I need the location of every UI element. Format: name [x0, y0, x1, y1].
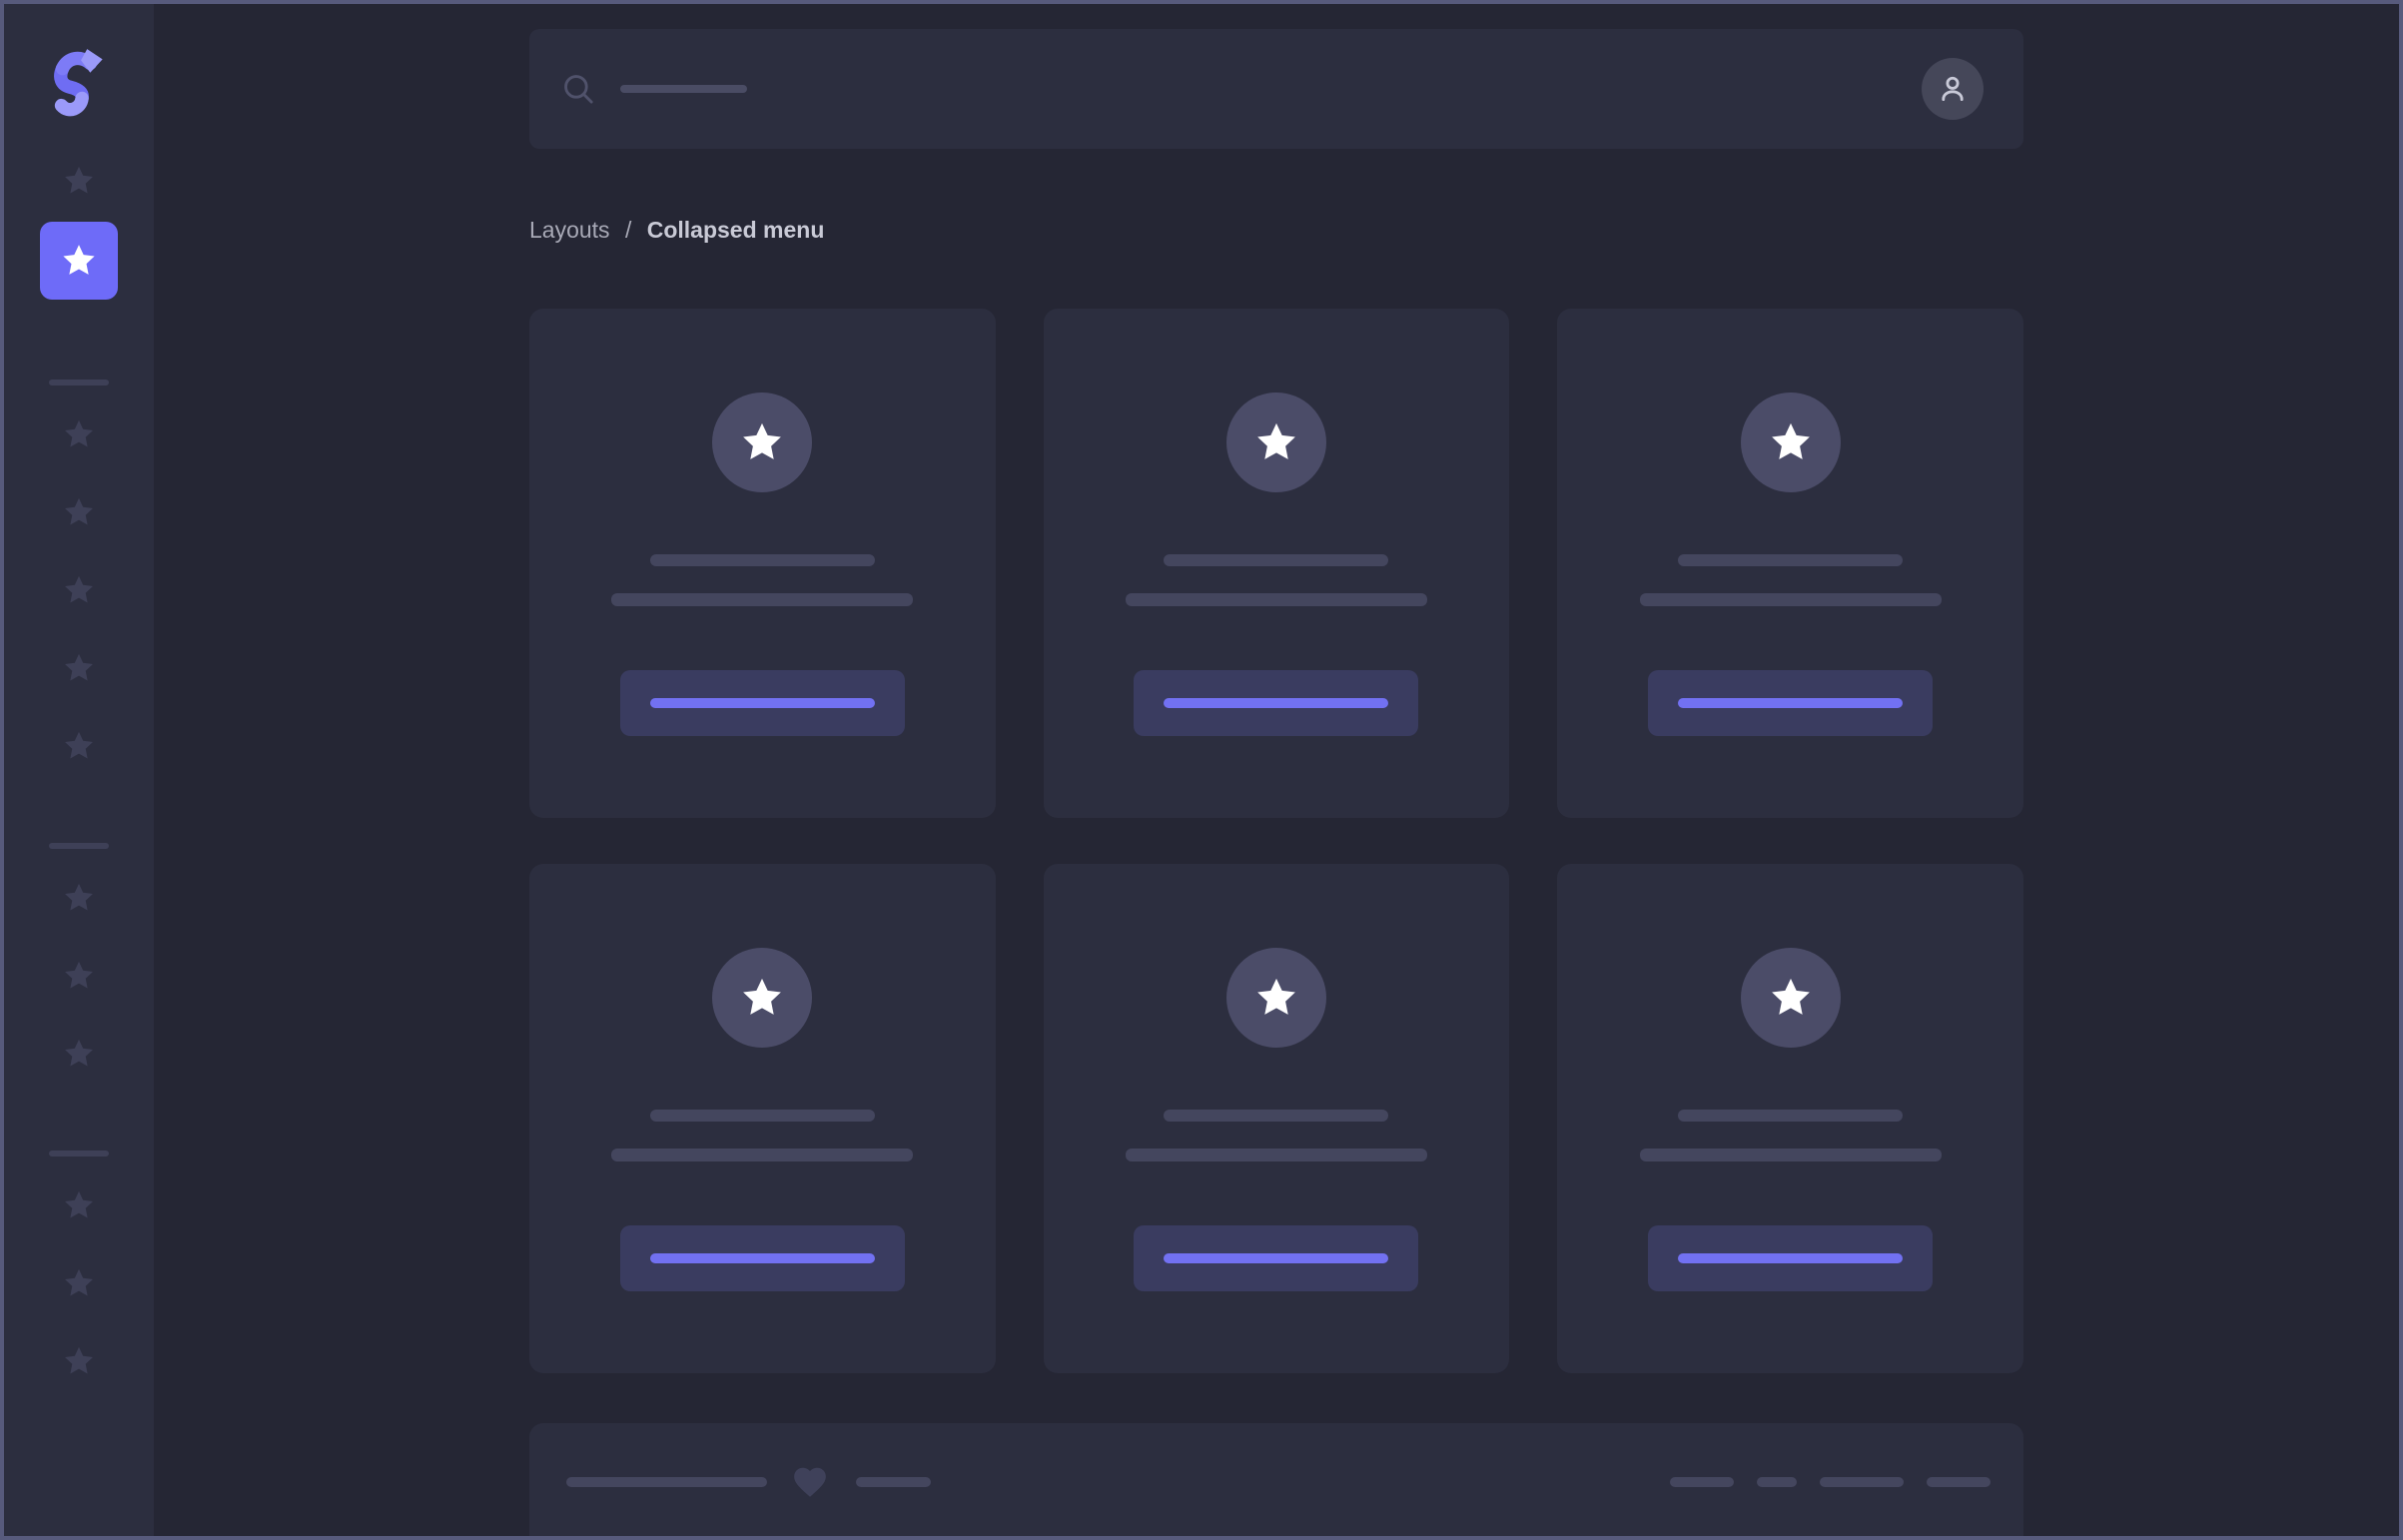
star-icon	[62, 881, 96, 915]
star-icon	[1253, 975, 1299, 1021]
card-subtitle-bar	[611, 1149, 914, 1161]
star-icon	[62, 495, 96, 529]
star-icon	[1253, 419, 1299, 465]
card-avatar-circle	[1225, 948, 1326, 1048]
user-avatar-button[interactable]	[1922, 58, 1984, 120]
card-avatar-circle	[1740, 392, 1841, 492]
content-card	[1043, 309, 1510, 818]
card-subtitle-bar	[1639, 593, 1942, 606]
sidebar	[4, 4, 154, 1536]
star-icon	[62, 959, 96, 993]
content-card	[529, 864, 996, 1373]
card-grid	[529, 309, 2023, 1373]
content-card	[1557, 309, 2023, 818]
heart-icon	[791, 1463, 829, 1501]
sidebar-item-star[interactable]	[62, 881, 96, 915]
card-subtitle-bar	[1125, 1149, 1427, 1161]
footer-link-bar[interactable]	[1757, 1477, 1797, 1487]
footer-left-group	[566, 1463, 931, 1501]
footer-text-bar	[856, 1477, 931, 1487]
sidebar-item-star[interactable]	[62, 1266, 96, 1300]
main-content: Layouts / Collapsed menu	[154, 4, 2399, 1536]
button-label-bar	[1164, 698, 1389, 708]
content-card	[1557, 864, 2023, 1373]
sidebar-item-star[interactable]	[62, 1188, 96, 1222]
card-avatar-circle	[1225, 392, 1326, 492]
sidebar-item-star[interactable]	[62, 1037, 96, 1071]
search-icon	[561, 72, 595, 106]
button-label-bar	[649, 698, 875, 708]
content-card	[1043, 864, 1510, 1373]
card-avatar-circle	[712, 948, 813, 1048]
star-icon	[62, 1266, 96, 1300]
button-label-bar	[1678, 1253, 1904, 1263]
card-action-button[interactable]	[1648, 1225, 1934, 1291]
star-icon	[62, 164, 96, 198]
star-icon	[62, 573, 96, 607]
star-icon	[60, 242, 98, 280]
button-label-bar	[1678, 698, 1904, 708]
sidebar-item-star[interactable]	[62, 651, 96, 685]
card-title-bar	[1164, 554, 1389, 566]
sidebar-item-star[interactable]	[62, 164, 96, 198]
star-icon	[62, 1037, 96, 1071]
search-placeholder-bar	[620, 85, 747, 93]
button-label-bar	[1164, 1253, 1389, 1263]
sidebar-item-star[interactable]	[62, 495, 96, 529]
star-icon	[62, 729, 96, 763]
card-subtitle-bar	[1639, 1149, 1942, 1161]
footer-link-bar[interactable]	[1670, 1477, 1734, 1487]
button-label-bar	[649, 1253, 875, 1263]
card-action-button[interactable]	[1134, 670, 1419, 736]
breadcrumb-separator: /	[624, 217, 632, 243]
card-action-button[interactable]	[619, 1225, 905, 1291]
card-avatar-circle	[712, 392, 813, 492]
user-icon	[1936, 72, 1970, 106]
content-card	[529, 309, 996, 818]
sidebar-section-divider	[49, 843, 109, 849]
star-icon	[1768, 419, 1814, 465]
card-action-button[interactable]	[619, 670, 905, 736]
card-subtitle-bar	[1125, 593, 1427, 606]
card-title-bar	[649, 554, 875, 566]
sidebar-item-star-active[interactable]	[40, 222, 118, 300]
sidebar-item-star[interactable]	[62, 959, 96, 993]
sidebar-section-divider	[49, 380, 109, 385]
star-icon	[62, 417, 96, 451]
star-icon	[739, 419, 785, 465]
star-icon	[739, 975, 785, 1021]
sidebar-nav	[4, 120, 154, 1378]
sidebar-item-star[interactable]	[62, 417, 96, 451]
card-title-bar	[649, 1110, 875, 1122]
sidebar-item-star[interactable]	[62, 573, 96, 607]
card-title-bar	[1678, 554, 1904, 566]
card-action-button[interactable]	[1648, 670, 1934, 736]
card-title-bar	[1164, 1110, 1389, 1122]
sidebar-item-star[interactable]	[62, 729, 96, 763]
star-icon	[62, 1188, 96, 1222]
breadcrumb: Layouts / Collapsed menu	[529, 215, 2023, 245]
sidebar-item-star[interactable]	[62, 1344, 96, 1378]
star-icon	[62, 1344, 96, 1378]
breadcrumb-link-layouts[interactable]: Layouts	[529, 217, 610, 243]
app-logo[interactable]	[53, 46, 105, 120]
star-icon	[62, 651, 96, 685]
footer-link-bar[interactable]	[1927, 1477, 1991, 1487]
s-arrow-logo-icon	[53, 49, 105, 124]
star-icon	[1768, 975, 1814, 1021]
footer-links	[1670, 1463, 1991, 1501]
footer-card	[529, 1423, 2023, 1536]
card-action-button[interactable]	[1134, 1225, 1419, 1291]
card-title-bar	[1678, 1110, 1904, 1122]
card-subtitle-bar	[611, 593, 914, 606]
search-bar[interactable]	[529, 29, 2023, 149]
sidebar-section-divider	[49, 1151, 109, 1156]
breadcrumb-current-page: Collapsed menu	[646, 217, 825, 243]
card-avatar-circle	[1740, 948, 1841, 1048]
footer-link-bar[interactable]	[1820, 1477, 1904, 1487]
footer-text-bar	[566, 1477, 767, 1487]
